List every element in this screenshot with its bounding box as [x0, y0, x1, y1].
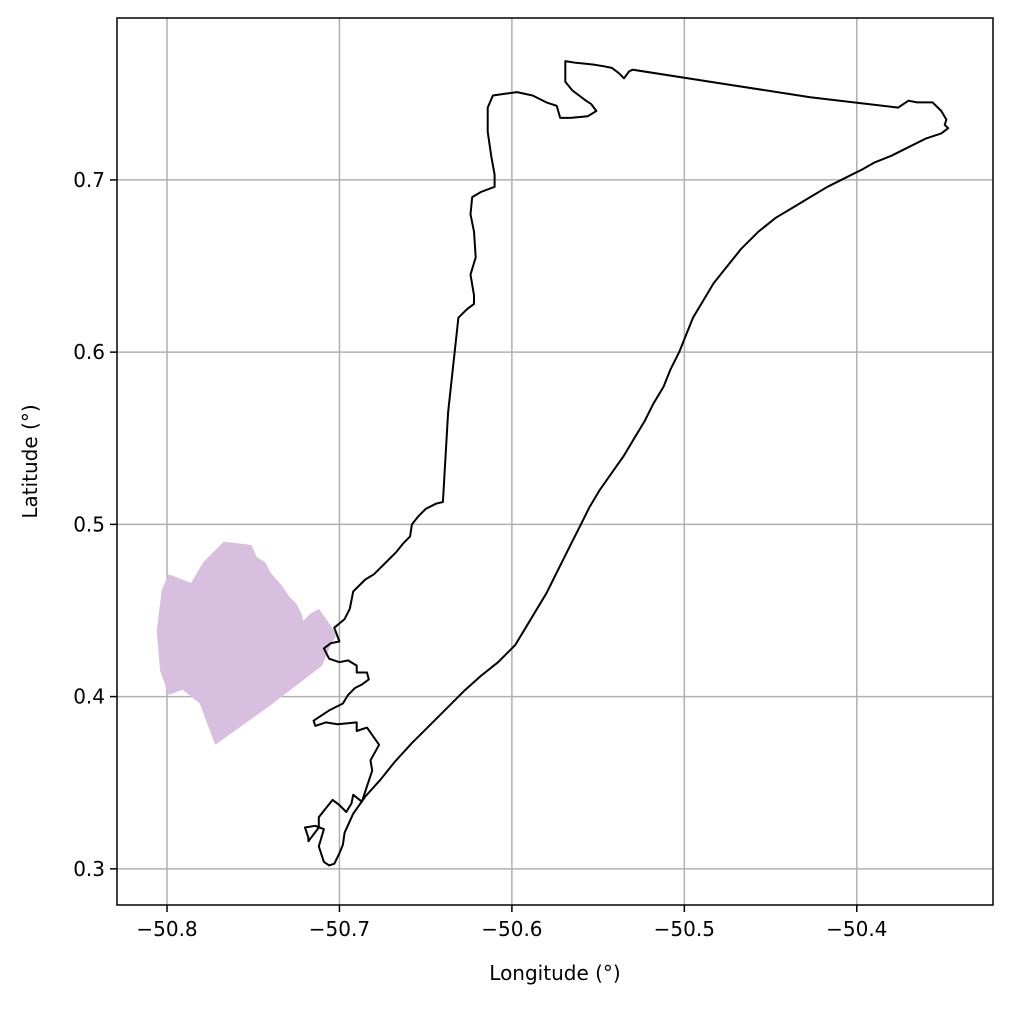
x-axis-ticks: −50.8 −50.7 −50.6 −50.5 −50.4 [136, 905, 887, 941]
x-tick-label: −50.6 [481, 917, 542, 941]
map-layers [156, 60, 950, 867]
x-tick-label: −50.5 [654, 917, 715, 941]
shaded-region [156, 541, 336, 745]
y-axis-ticks: 0.3 0.4 0.5 0.6 0.7 [73, 168, 117, 881]
x-tick-label: −50.4 [826, 917, 887, 941]
x-tick-label: −50.8 [136, 917, 197, 941]
x-axis-title: Longitude (°) [489, 961, 620, 985]
y-tick-label: 0.6 [73, 340, 105, 364]
boundary-outline [304, 60, 950, 867]
y-tick-label: 0.4 [73, 685, 105, 709]
x-tick-label: −50.7 [309, 917, 370, 941]
axes-frame [116, 17, 994, 906]
y-tick-label: 0.5 [73, 512, 105, 536]
y-tick-label: 0.3 [73, 857, 105, 881]
y-axis-title: Latitude (°) [18, 404, 42, 518]
y-tick-label: 0.7 [73, 168, 105, 192]
